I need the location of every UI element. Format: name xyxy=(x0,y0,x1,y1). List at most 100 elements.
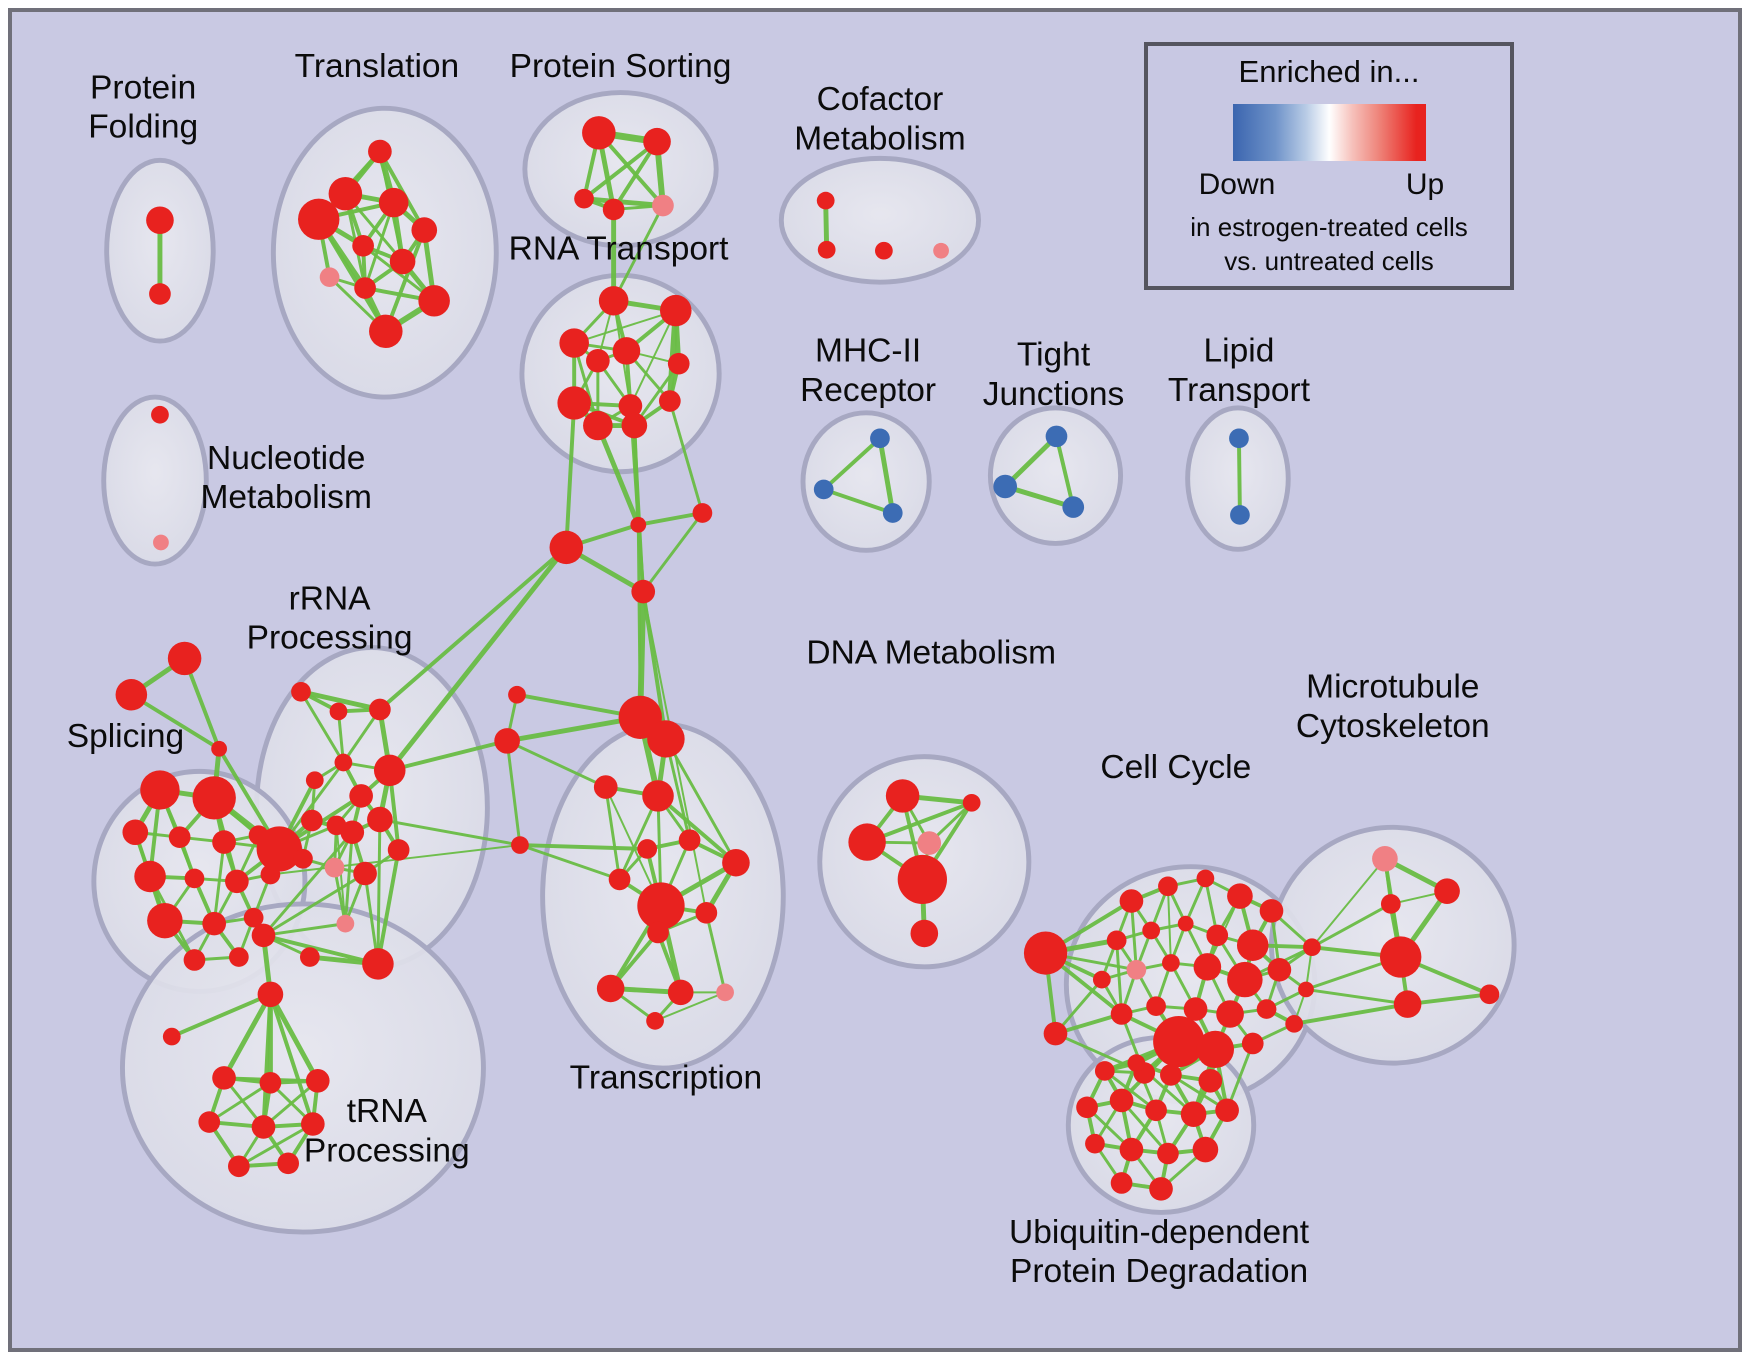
edge-h6-tx5 xyxy=(664,737,738,865)
node-h1 xyxy=(630,516,647,533)
edge-rr8-rr19 xyxy=(376,818,382,966)
node-s8 xyxy=(184,868,205,889)
node-dna3 xyxy=(848,823,886,861)
node-ub4 xyxy=(1198,1069,1223,1093)
node-h9 xyxy=(511,836,529,854)
node-ccout2 xyxy=(1043,1021,1068,1046)
edge-mcc1-mt3 xyxy=(1310,902,1393,949)
node-s9 xyxy=(225,869,249,894)
node-ps4 xyxy=(602,198,625,221)
cluster-label-lipid-transport-line1: Lipid xyxy=(1204,333,1275,370)
node-ub2 xyxy=(1127,1054,1146,1072)
node-nm2 xyxy=(153,534,169,551)
node-tx1 xyxy=(642,780,674,812)
node-h8 xyxy=(494,728,520,754)
node-rr16 xyxy=(336,914,355,933)
node-rr8 xyxy=(367,806,393,833)
node-tx7 xyxy=(637,882,685,930)
edge-rt9-h4 xyxy=(668,399,704,515)
edge-cc2-cc13 xyxy=(1166,885,1172,964)
node-mcc2 xyxy=(1298,981,1314,998)
cluster-label-cofactor-metabolism-line2: Metabolism xyxy=(794,121,965,158)
edge-lp1-lp2 xyxy=(1236,436,1242,517)
node-cc16 xyxy=(1267,958,1292,982)
edge-h1-h4 xyxy=(636,511,705,527)
node-ub1 xyxy=(1094,1061,1115,1081)
node-s11 xyxy=(147,902,183,939)
node-ub5 xyxy=(1076,1096,1098,1119)
node-rr13 xyxy=(293,848,313,869)
node-ub9 xyxy=(1215,1098,1239,1123)
node-rt1 xyxy=(598,286,629,316)
node-rrbig xyxy=(256,826,302,872)
legend: Enriched in... Down Up in estrogen-treat… xyxy=(1144,42,1514,290)
node-cc19 xyxy=(1183,997,1208,1021)
cluster-label-rna-transport: RNA Transport xyxy=(509,231,730,268)
node-cc18 xyxy=(1146,996,1166,1016)
edge-cc6-cc17 xyxy=(1115,938,1124,1016)
node-rr1 xyxy=(291,681,311,702)
edge-ps3-ps5 xyxy=(581,196,666,208)
node-tx5 xyxy=(722,848,750,877)
edge-trh2-trh4 xyxy=(207,1081,272,1124)
node-tx13 xyxy=(646,1012,664,1030)
node-t1 xyxy=(368,139,392,164)
node-t2 xyxy=(328,177,363,211)
node-cc15 xyxy=(1227,961,1263,998)
node-ccout1 xyxy=(1023,931,1068,975)
node-rr7 xyxy=(349,784,373,808)
legend-title: Enriched in... xyxy=(1238,54,1420,89)
node-cc2 xyxy=(1158,876,1178,897)
node-rt2 xyxy=(659,294,692,327)
node-rr9 xyxy=(300,809,323,832)
figure-frame: Protein Folding Translation Protein Sorting… xyxy=(8,8,1742,1352)
node-trh6 xyxy=(300,1112,325,1136)
node-s7 xyxy=(134,860,166,893)
node-ub15 xyxy=(1149,1177,1173,1201)
node-trhub xyxy=(257,981,284,1008)
node-rr15 xyxy=(353,861,377,886)
edge-trleft-trhub xyxy=(169,992,273,1039)
node-cf2 xyxy=(817,240,836,259)
node-rt10 xyxy=(583,410,613,441)
cluster-label-lipid-transport-line2: Transport xyxy=(1168,372,1311,409)
legend-up-label: Up xyxy=(1405,168,1445,201)
node-cc23 xyxy=(1196,1030,1235,1069)
cluster-label-ubiquitin-degradation-line2: Protein Degradation xyxy=(1010,1253,1308,1290)
edge-rr1-rr4 xyxy=(299,690,345,764)
node-mh2 xyxy=(813,479,834,500)
node-dna1 xyxy=(885,779,920,813)
edge-mcc2-mt5 xyxy=(1304,987,1410,1006)
edge-rr5-h2 xyxy=(387,544,569,773)
node-s1 xyxy=(140,770,180,810)
cluster-label-nucleotide-metabolism-line1: Nucleotide xyxy=(207,440,365,477)
node-trh3 xyxy=(305,1069,330,1093)
edge-cc25-ub9 xyxy=(1225,1041,1255,1112)
cluster-label-rrna-processing-line2: Processing xyxy=(247,620,413,657)
edge-tj1-tj3 xyxy=(1054,434,1076,510)
node-tx6 xyxy=(608,868,631,891)
node-lp1 xyxy=(1229,428,1249,449)
edge-tj2-tj3 xyxy=(1002,484,1076,510)
node-h4 xyxy=(692,503,713,523)
node-t8 xyxy=(319,267,340,288)
node-rt6 xyxy=(667,352,690,375)
edge-trhub-trh6 xyxy=(268,992,315,1126)
node-mt2 xyxy=(1434,878,1460,904)
edge-h8-tx2 xyxy=(505,739,608,789)
edge-tj1-tj2 xyxy=(1002,433,1059,489)
edge-rr17-rr19 xyxy=(261,933,380,966)
node-ps5 xyxy=(652,194,674,217)
node-t6 xyxy=(352,234,374,257)
node-t10 xyxy=(418,285,450,317)
node-s5 xyxy=(212,830,236,854)
edge-rr1-rr3 xyxy=(298,689,383,712)
edge-trh3-trh5 xyxy=(262,1079,320,1129)
node-trh5 xyxy=(251,1115,276,1139)
edge-trhub-trh3 xyxy=(267,991,321,1084)
node-tx10 xyxy=(596,974,625,1003)
node-ub14 xyxy=(1110,1172,1133,1194)
node-rr6 xyxy=(305,771,324,790)
cluster-label-ubiquitin-degradation-line1: Ubiquitin-dependent xyxy=(1009,1214,1310,1251)
